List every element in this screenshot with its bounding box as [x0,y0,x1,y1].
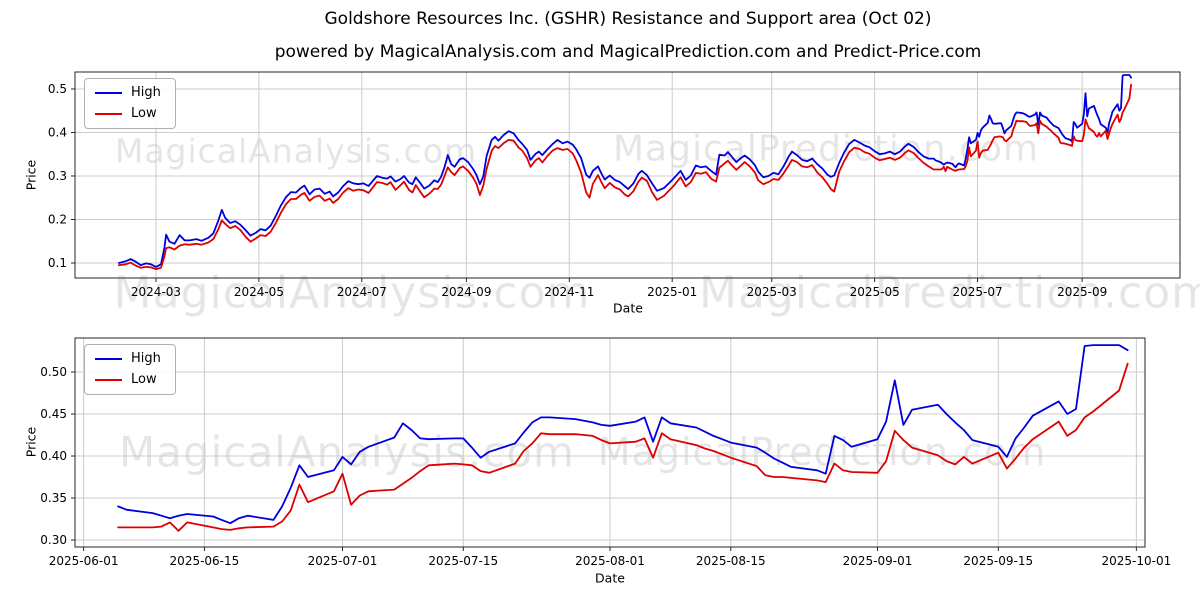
bottom-chart: 0.30 0.35 0.40 0.45 0.50 2025-06-01 2025-06-15… [40,337,1171,568]
page-subtitle: powered by MagicalAnalysis.com and Magic… [274,42,982,62]
high-line-swatch [95,358,122,360]
x-tick-label: 2025-03 [747,285,797,299]
low-line [118,83,1132,270]
x-tick-label: 2024-11 [544,285,594,299]
x-tick-label: 2025-01 [647,285,697,299]
x-tick-label: 2025-09 [1057,285,1107,299]
y-tick-label: 0.45 [40,407,67,421]
x-tick-label: 2025-08-01 [575,554,645,568]
date-axis-label-bottom: Date [595,570,625,586]
y-tick-label: 0.30 [40,533,67,547]
high-line [117,344,1129,525]
low-line [117,362,1129,532]
x-tick-label: 2024-05 [234,285,284,299]
plot-frame [74,71,1181,279]
x-tick-label: 2024-07 [337,285,387,299]
legend-top-chart: High Low [84,78,176,129]
legend-item-high: High [95,86,161,100]
plot-frame [74,337,1146,548]
price-axis-label-bottom: Price [23,426,39,458]
high-line-swatch [95,92,122,94]
price-axis-label-top: Price [23,159,39,191]
legend-bottom-chart: High Low [84,344,176,395]
legend-item-low: Low [95,373,161,387]
y-tick-label: 0.3 [48,169,67,183]
x-tick-label: 2025-10-01 [1101,554,1171,568]
x-tick-label: 2024-09 [441,285,491,299]
date-axis-label-top: Date [613,300,643,316]
legend-label-low: Low [131,106,157,121]
y-tick-label: 0.2 [48,212,67,226]
legend-label-high: High [131,85,161,100]
y-tick-label: 0.4 [48,125,67,139]
page-title: Goldshore Resources Inc. (GSHR) Resistan… [324,9,932,29]
high-line [118,74,1132,268]
x-tick-label: 2025-07-15 [428,554,498,568]
x-tick-label: 2025-06-01 [49,554,119,568]
legend-item-high: High [95,352,161,366]
top-chart: 0.1 0.2 0.3 0.4 0.5 2024-03 2024-05 2024-07 2024… [48,71,1181,299]
y-tick-label: 0.5 [48,82,67,96]
x-tick-label: 2025-06-15 [170,554,240,568]
x-tick-label: 2025-05 [850,285,900,299]
x-tick-label: 2025-07-01 [308,554,378,568]
low-line-swatch [95,113,122,115]
x-tick-label: 2024-03 [131,285,181,299]
x-tick-label: 2025-07 [952,285,1002,299]
y-tick-label: 0.1 [48,256,67,270]
legend-label-low: Low [131,372,157,387]
legend-item-low: Low [95,107,161,121]
y-tick-label: 0.40 [40,449,67,463]
legend-label-high: High [131,351,161,366]
x-tick-label: 2025-08-15 [696,554,766,568]
low-line-swatch [95,379,122,381]
y-tick-label: 0.35 [40,491,67,505]
y-tick-label: 0.50 [40,365,67,379]
x-tick-label: 2025-09-15 [963,554,1033,568]
x-tick-label: 2025-09-01 [843,554,913,568]
